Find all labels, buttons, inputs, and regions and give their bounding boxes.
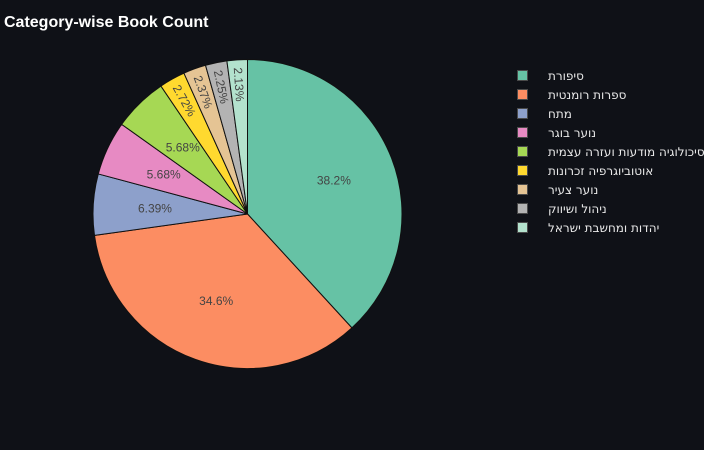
- slice-label-9: 2.13%: [231, 67, 247, 102]
- legend-label: נוער צעיר: [548, 182, 599, 197]
- legend-label: יהדות ומחשבת ישראל: [548, 220, 660, 235]
- slice-label-4: 5.68%: [147, 167, 181, 181]
- legend-swatch: [517, 127, 528, 138]
- slice-label-3: 6.39%: [138, 201, 172, 215]
- legend-swatch: [517, 108, 528, 119]
- slice-label-1: 38.2%: [317, 173, 351, 187]
- legend-label: נוער בוגר: [548, 125, 597, 140]
- pie-slice-2: [93, 213, 353, 369]
- slice-label-5: 5.68%: [166, 141, 200, 155]
- legend-item-2[interactable]: ספרות רומנטית: [517, 85, 697, 104]
- legend-swatch: [517, 146, 528, 157]
- slice-label-2: 34.6%: [199, 294, 233, 308]
- legend-label: סיפורת: [548, 68, 584, 83]
- legend-item-5[interactable]: פסיכולוגיה מודעות ועזרה עצמית: [517, 142, 704, 161]
- legend-swatch: [517, 70, 528, 81]
- legend-label: ניהול ושיווק: [548, 201, 607, 216]
- legend-label: מתח: [548, 106, 572, 121]
- chart-title: Category-wise Book Count: [4, 14, 209, 31]
- legend-swatch: [517, 203, 528, 214]
- legend-item-8[interactable]: ניהול ושיווק: [517, 199, 697, 218]
- legend-item-4[interactable]: נוער בוגר: [517, 123, 697, 142]
- legend-item-1[interactable]: סיפורת: [517, 66, 697, 85]
- legend-label: אוטוביוגרפיה זכרונות: [548, 163, 654, 178]
- legend: סיפורת ספרות רומנטית מתח נוער בוגר פסיכולוגי…: [517, 66, 704, 237]
- legend-swatch: [517, 165, 528, 176]
- legend-item-6[interactable]: אוטוביוגרפיה זכרונות: [517, 161, 697, 180]
- pie-slice-9: [226, 58, 248, 215]
- legend-label: ספרות רומנטית: [548, 87, 627, 102]
- legend-label: פסיכולוגיה מודעות ועזרה עצמית: [548, 144, 704, 159]
- legend-swatch: [517, 222, 528, 233]
- legend-item-7[interactable]: נוער צעיר: [517, 180, 697, 199]
- legend-swatch: [517, 184, 528, 195]
- slice-label-8: 2.25%: [211, 69, 232, 105]
- pie-slice-1: [247, 58, 403, 329]
- legend-item-3[interactable]: מתח: [517, 104, 697, 123]
- legend-swatch: [517, 89, 528, 100]
- legend-item-9[interactable]: יהדות ומחשבת ישראל: [517, 218, 697, 237]
